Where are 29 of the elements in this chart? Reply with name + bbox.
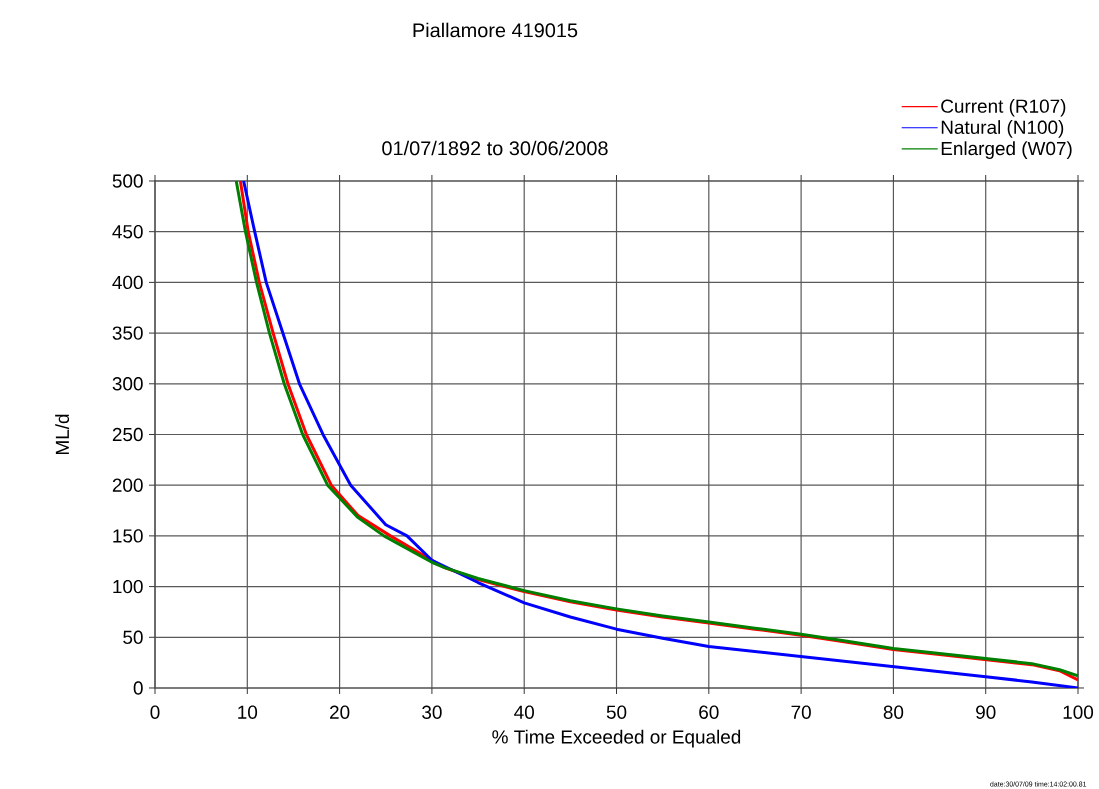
y-tick-label: 0 (133, 681, 143, 695)
x-tick-label: 30 (422, 705, 442, 719)
legend-label: Natural (N100) (941, 120, 1064, 138)
y-axis-title: ML/d (55, 414, 70, 454)
y-tick-label: 150 (113, 529, 143, 543)
x-tick-label: 60 (699, 705, 719, 719)
y-tick-label: 300 (112, 377, 143, 391)
y-tick-label: 250 (112, 427, 143, 442)
x-tick-label: 80 (883, 705, 904, 719)
y-tick-label: 50 (123, 630, 143, 644)
chart-title: Piallamore 419015 (413, 22, 578, 38)
x-tick-label: 10 (238, 705, 258, 719)
y-tick-label: 500 (112, 174, 143, 188)
y-tick-label: 450 (112, 224, 143, 239)
x-tick-label: 0 (150, 705, 160, 719)
x-tick-label: 50 (606, 705, 627, 719)
chart-subtitle: 01/07/1892 to 30/06/2008 (382, 140, 608, 156)
x-tick-label: 100 (1063, 705, 1094, 719)
x-tick-label: 20 (330, 705, 350, 719)
x-tick-label: 90 (976, 705, 996, 719)
y-tick-label: 350 (112, 326, 143, 340)
y-tick-label: 200 (112, 478, 143, 492)
legend-label: Enlarged (W07) (941, 141, 1072, 159)
y-tick-label: 400 (112, 275, 143, 290)
y-tick-label: 100 (113, 579, 143, 594)
x-axis-title: % Time Exceeded or Equaled (492, 729, 741, 748)
x-tick-label: 40 (514, 705, 534, 719)
legend-label: Current (R107) (941, 98, 1066, 117)
x-tick-label: 70 (791, 705, 811, 719)
